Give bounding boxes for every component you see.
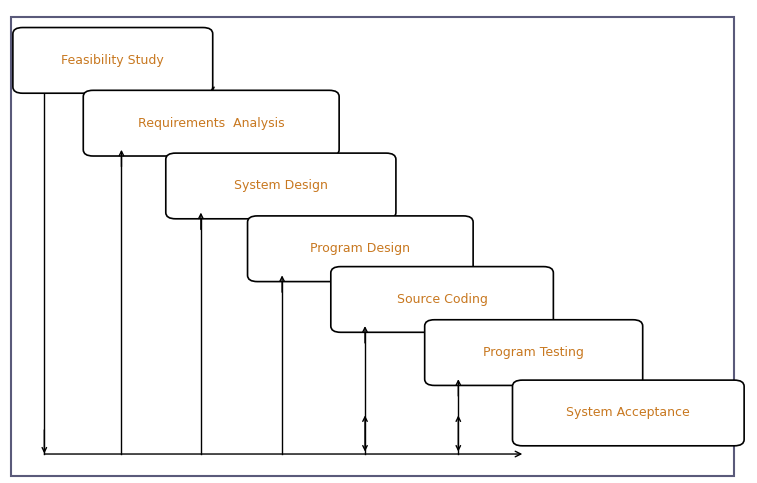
FancyBboxPatch shape [83,90,339,156]
FancyBboxPatch shape [512,380,744,446]
FancyBboxPatch shape [13,28,213,93]
FancyBboxPatch shape [166,153,396,219]
Text: System Design: System Design [234,180,328,192]
Text: Program Design: Program Design [310,242,410,255]
Text: Feasibility Study: Feasibility Study [61,54,164,67]
FancyBboxPatch shape [331,267,553,332]
FancyBboxPatch shape [248,216,473,282]
Text: System Acceptance: System Acceptance [566,407,690,419]
FancyBboxPatch shape [11,17,734,476]
Text: Requirements  Analysis: Requirements Analysis [138,117,285,129]
Text: Program Testing: Program Testing [483,346,584,359]
FancyBboxPatch shape [425,320,643,385]
Text: Source Coding: Source Coding [397,293,488,306]
